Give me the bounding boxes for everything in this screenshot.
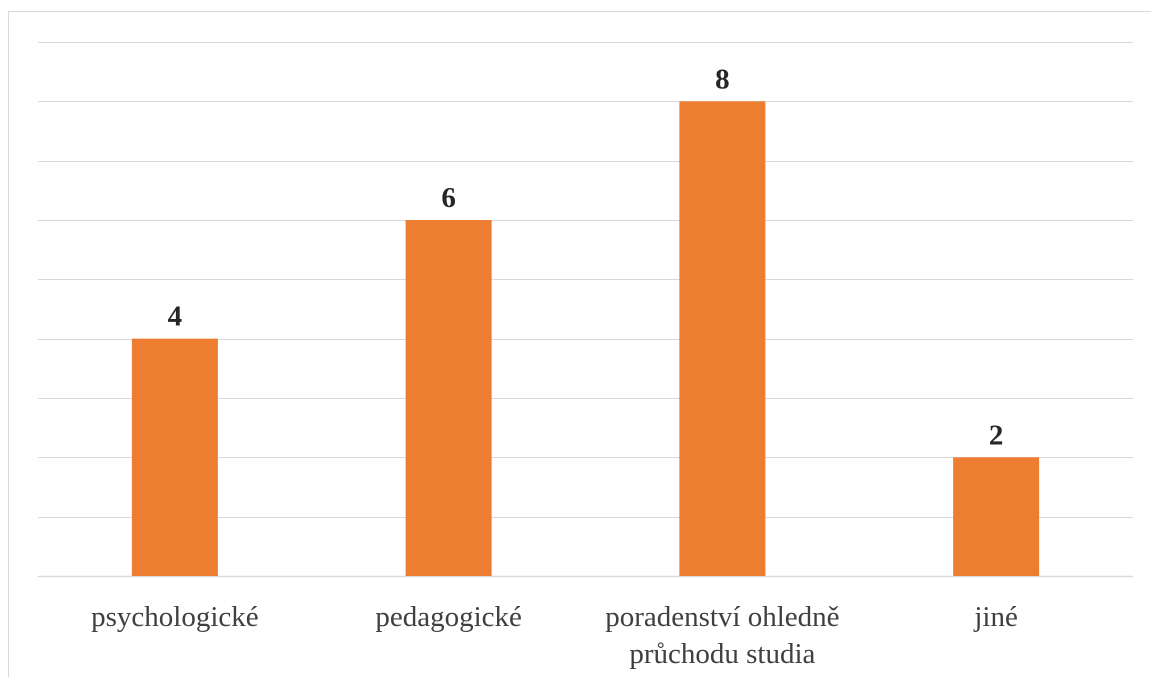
gridlines	[38, 42, 1133, 578]
category-tick-label: poradenství ohledně průchodu studia	[605, 601, 839, 670]
bar-value-label: 8	[715, 63, 730, 95]
bar-value-label: 2	[989, 419, 1004, 451]
bars	[131, 101, 1040, 576]
category-tick-label: pedagogické	[375, 601, 522, 633]
bar[interactable]	[679, 101, 766, 576]
x-axis-tick-labels: psychologické pedagogické poradenství ohle…	[91, 601, 1018, 670]
category-tick-label-line: poradenství ohledně	[605, 601, 839, 633]
category-tick-label-line: psychologické	[91, 601, 259, 633]
bar[interactable]	[131, 338, 218, 576]
bar-value-label: 6	[441, 182, 456, 214]
bar[interactable]	[953, 457, 1040, 576]
category-tick-label-line: průchodu studia	[629, 638, 815, 670]
bar[interactable]	[405, 220, 492, 576]
data-labels: 4 6 8 2	[168, 63, 1004, 451]
category-tick-label-line: jiné	[973, 601, 1018, 633]
category-tick-label-line: pedagogické	[375, 601, 522, 633]
bar-value-label: 4	[168, 301, 183, 333]
category-tick-label: psychologické	[91, 601, 259, 633]
category-tick-label: jiné	[973, 601, 1018, 633]
